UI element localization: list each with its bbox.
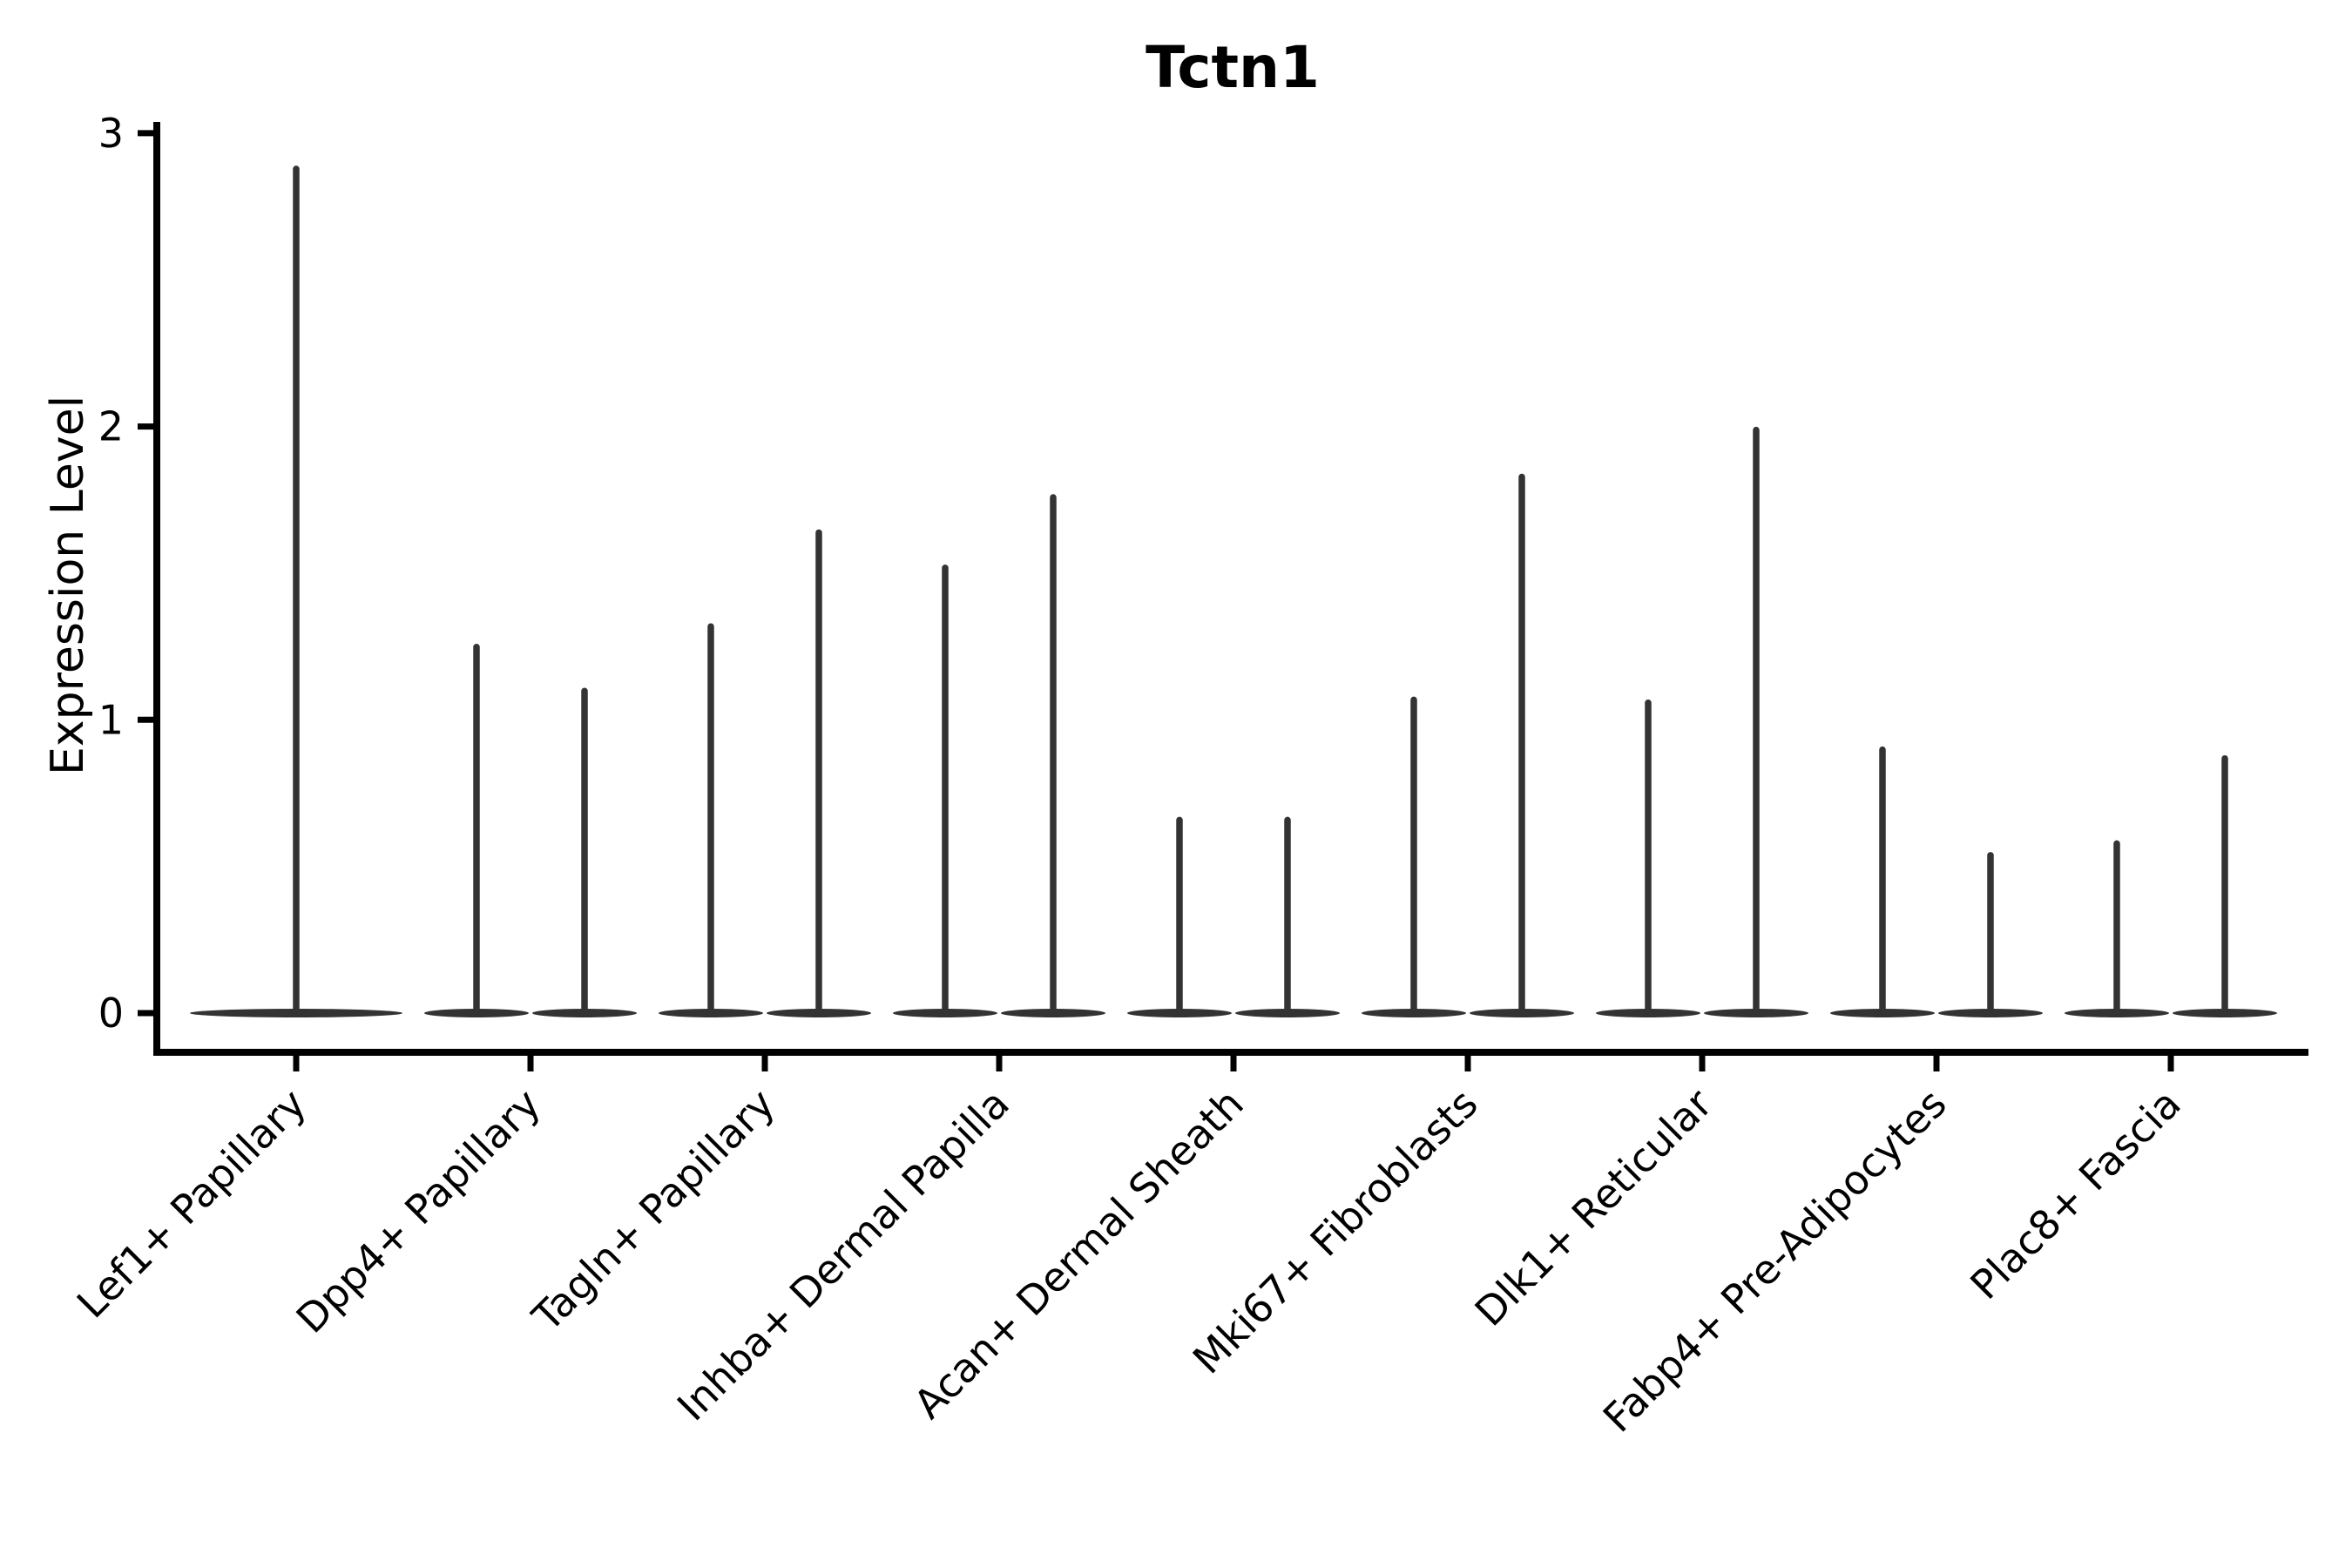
x-tick-label: Tagln+ Papillary: [523, 1080, 784, 1342]
x-tick-label: Dlk1+ Reticular: [1466, 1080, 1721, 1335]
x-tick-label: Lef1+ Papillary: [68, 1080, 315, 1328]
y-axis-label: Expression Level: [42, 395, 94, 775]
y-tick-label: 1: [98, 696, 124, 743]
y-tick-label: 0: [98, 990, 124, 1037]
x-tick-label: Dpp4+ Papillary: [287, 1080, 550, 1342]
y-tick-label: 3: [98, 110, 124, 157]
y-tick-label: 2: [98, 403, 124, 450]
x-tick-label: Plac8+ Fascia: [1961, 1080, 2189, 1308]
chart-title: Tctn1: [1146, 34, 1320, 101]
